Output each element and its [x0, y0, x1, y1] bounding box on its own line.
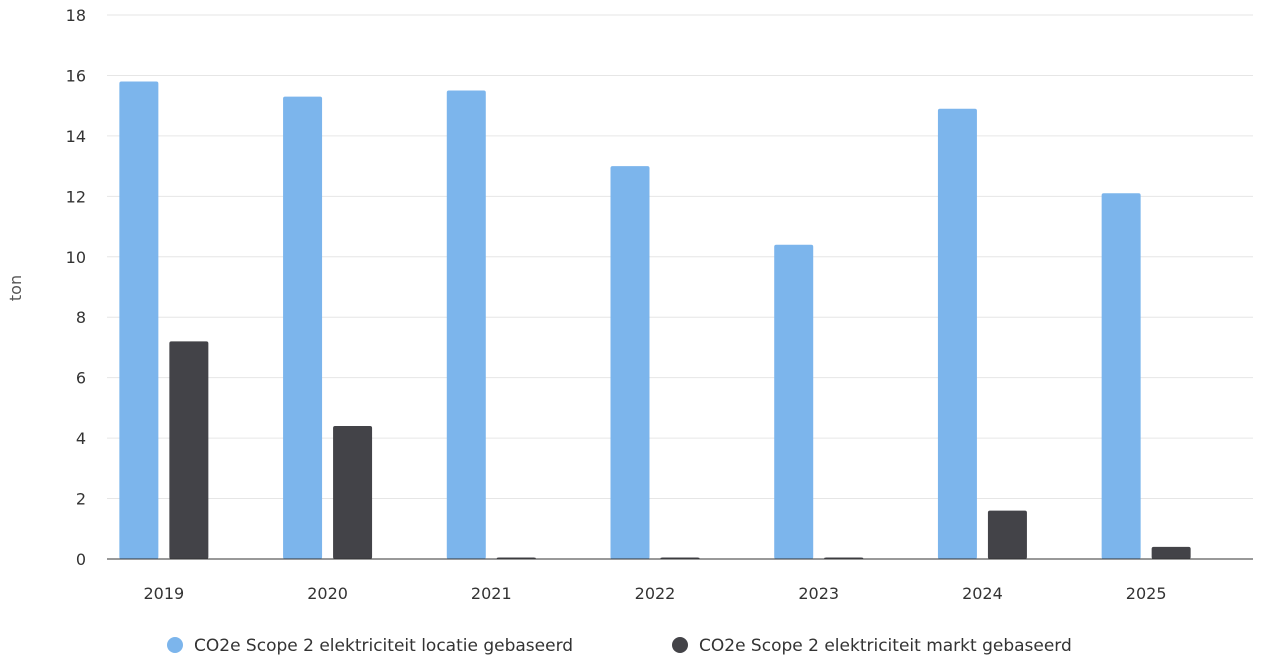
y-tick-label: 6	[76, 369, 86, 388]
legend-swatch-locatie	[167, 637, 183, 653]
bar-markt-2025[interactable]	[1151, 546, 1191, 559]
y-tick-label: 2	[76, 490, 86, 509]
legend-swatch-markt	[672, 637, 688, 653]
y-axis-title: ton	[6, 275, 25, 301]
y-tick-label: 0	[76, 550, 86, 569]
bar-locatie-2023[interactable]	[774, 244, 814, 559]
y-tick-label: 12	[66, 187, 86, 206]
bar-markt-2019[interactable]	[169, 341, 209, 559]
x-tick-label: 2020	[307, 584, 348, 603]
x-tick-label: 2022	[635, 584, 676, 603]
bar-markt-2020[interactable]	[333, 426, 373, 559]
y-tick-label: 4	[76, 429, 86, 448]
y-tick-label: 14	[66, 127, 86, 146]
legend-label-locatie: CO2e Scope 2 elektriciteit locatie gebas…	[194, 636, 573, 656]
bars	[119, 81, 1191, 560]
bar-locatie-2022[interactable]	[610, 166, 650, 559]
bar-locatie-2019[interactable]	[119, 81, 159, 559]
x-tick-label: 2023	[798, 584, 839, 603]
legend: CO2e Scope 2 elektriciteit locatie gebas…	[167, 636, 1072, 656]
legend-item-locatie[interactable]: CO2e Scope 2 elektriciteit locatie gebas…	[167, 636, 573, 656]
legend-label-markt: CO2e Scope 2 elektriciteit markt gebasee…	[699, 636, 1072, 656]
bar-locatie-2025[interactable]	[1101, 193, 1141, 560]
gridlines	[107, 14, 1253, 500]
y-tick-label: 16	[66, 66, 86, 85]
x-tick-label: 2024	[962, 584, 1003, 603]
x-tick-label: 2021	[471, 584, 512, 603]
bar-markt-2024[interactable]	[987, 510, 1027, 559]
bar-locatie-2021[interactable]	[446, 90, 486, 560]
y-tick-label: 8	[76, 308, 86, 327]
x-tick-label: 2025	[1126, 584, 1167, 603]
bar-locatie-2020[interactable]	[283, 96, 323, 559]
bar-locatie-2024[interactable]	[937, 108, 977, 559]
y-axis-tick-labels: 0 2 4 6 8 10 12 14 16 18	[66, 6, 86, 569]
x-axis-tick-labels: 2019 2020 2021 2022 2023 2024 2025	[143, 584, 1166, 603]
y-tick-label: 10	[66, 248, 86, 267]
legend-item-markt[interactable]: CO2e Scope 2 elektriciteit markt gebasee…	[672, 636, 1072, 656]
x-tick-label: 2019	[143, 584, 184, 603]
y-tick-label: 18	[66, 6, 86, 25]
